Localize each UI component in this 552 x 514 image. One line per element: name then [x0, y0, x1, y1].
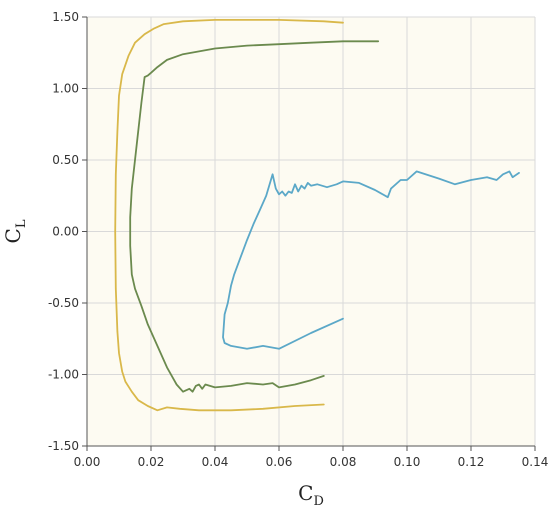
y-tick-label: 0.00: [52, 225, 79, 239]
x-axis-title-base: C: [298, 481, 313, 505]
series-group: [114, 18, 520, 412]
y-tick-label: -1.00: [48, 368, 79, 382]
x-tick-label: 0.00: [74, 455, 101, 469]
series-line-1: [114, 18, 344, 412]
axes: [82, 16, 536, 451]
y-tick-label: 1.50: [52, 10, 79, 24]
y-tick-label: -1.50: [48, 439, 79, 453]
x-tick-label: 0.12: [458, 455, 485, 469]
y-tick-label: 0.50: [52, 153, 79, 167]
y-axis-title-base: C: [1, 228, 25, 243]
x-axis-title: CD: [298, 481, 324, 509]
series-line-3: [222, 170, 520, 350]
x-tick-label: 0.06: [266, 455, 293, 469]
y-tick-label: -0.50: [48, 296, 79, 310]
x-tick-label: 0.08: [330, 455, 357, 469]
y-axis-title-sub: L: [14, 219, 29, 228]
series-line-2: [129, 40, 380, 393]
x-tick-label: 0.02: [138, 455, 165, 469]
x-tick-label: 0.10: [394, 455, 421, 469]
x-axis-title-sub: D: [313, 494, 323, 509]
x-tick-label: 0.04: [202, 455, 229, 469]
y-tick-label: 1.00: [52, 82, 79, 96]
tick-labels: 0.00 0.02 0.04 0.06 0.08 0.10 0.12 0.14 1.50 1.00…: [48, 10, 548, 469]
y-axis-title: CL: [1, 219, 29, 243]
x-tick-label: 0.14: [522, 455, 549, 469]
